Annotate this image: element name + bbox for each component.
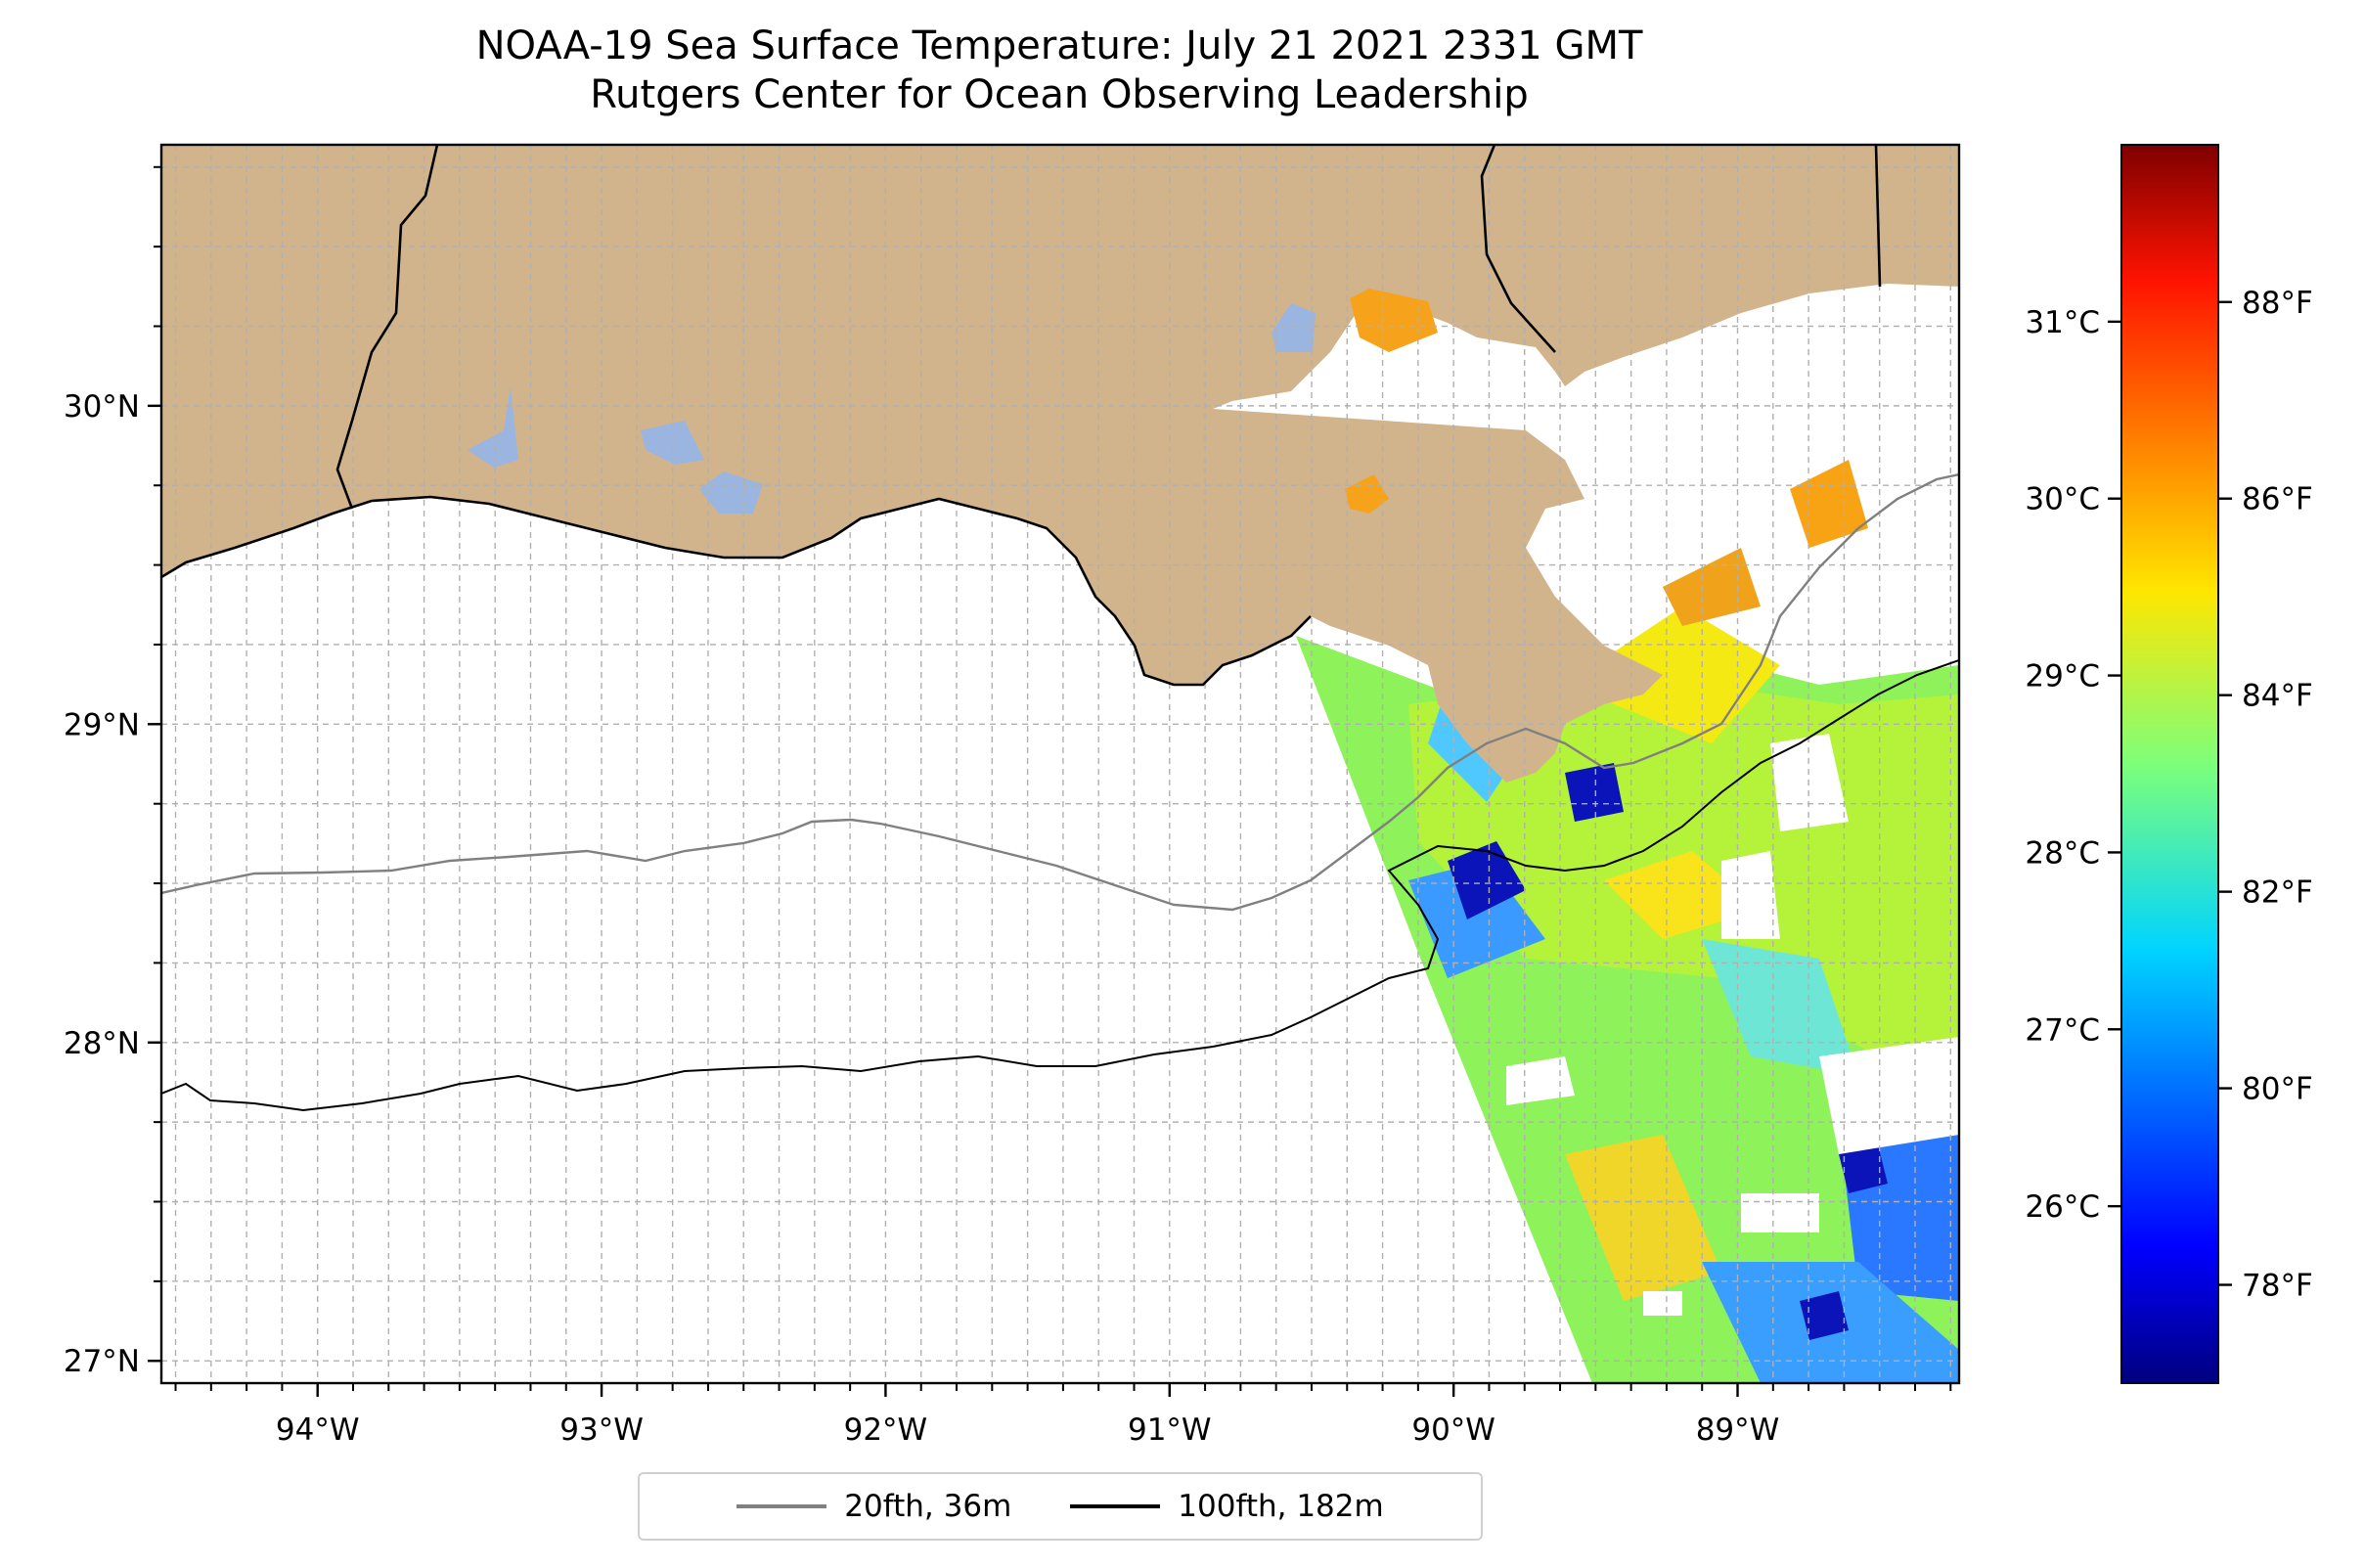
lake-4	[1272, 303, 1316, 352]
lon-tick-label: 89°W	[1696, 1412, 1780, 1448]
lake-5	[1350, 289, 1438, 352]
lake-3	[699, 471, 763, 514]
legend-entry-100fth: 100fth, 182m	[1070, 1489, 1384, 1524]
lat-tick-label: 28°N	[64, 1026, 140, 1061]
colorbar-c-label: 29°C	[2025, 659, 2100, 694]
lon-tick-label: 92°W	[844, 1412, 928, 1448]
state-border-3	[1874, 145, 1882, 288]
chart-title: NOAA-19 Sea Surface Temperature: July 21…	[159, 22, 1959, 119]
lat-tick-label: 29°N	[64, 707, 140, 742]
colorbar-f-label: 82°F	[2242, 875, 2313, 911]
legend-entry-20fth: 20fth, 36m	[736, 1489, 1011, 1524]
lon-tick-label: 94°W	[276, 1412, 360, 1448]
lon-tick-label: 93°W	[559, 1412, 644, 1448]
coastline	[161, 495, 1312, 687]
lake-1	[468, 386, 518, 468]
colorbar-c-label: 31°C	[2025, 305, 2100, 340]
isobath-20fth	[161, 472, 1959, 912]
lat-tick-label: 27°N	[64, 1344, 140, 1379]
map-frame	[159, 143, 1961, 1385]
colorbar-f-label: 78°F	[2242, 1269, 2313, 1304]
land-mass	[161, 145, 1959, 783]
state-border-1	[335, 145, 439, 510]
legend-label-100fth: 100fth, 182m	[1178, 1489, 1384, 1524]
colorbar-f-label: 86°F	[2242, 482, 2313, 517]
colorbar-c-label: 26°C	[2025, 1189, 2100, 1225]
lake-2	[641, 421, 704, 465]
isobath-100fth	[161, 659, 1959, 1112]
map-axes: 94°W 93°W 92°W 91°W 90°W 89°W 30°N 29°N 28°N 27°N	[64, 165, 1952, 1448]
gridlines	[161, 145, 1959, 1383]
colorbar-c-label: 28°C	[2025, 835, 2100, 871]
title-line-2: Rutgers Center for Ocean Observing Leade…	[590, 72, 1529, 117]
colorbar-f-label: 88°F	[2242, 286, 2313, 321]
lon-tick-label: 90°W	[1411, 1412, 1495, 1448]
colorbar-c-label: 27°C	[2025, 1012, 2100, 1048]
sst-swath	[1296, 460, 1959, 1383]
colorbar-c-label: 30°C	[2025, 482, 2100, 517]
title-line-1: NOAA-19 Sea Surface Temperature: July 21…	[475, 23, 1643, 68]
legend-swatch-100fth	[1070, 1504, 1161, 1508]
legend-swatch-20fth	[736, 1504, 827, 1508]
lon-tick-label: 91°W	[1128, 1412, 1212, 1448]
state-border-2	[1480, 145, 1556, 353]
colorbar-f-label: 80°F	[2242, 1072, 2313, 1107]
legend: 20fth, 36m 100fth, 182m	[638, 1472, 1483, 1541]
lat-tick-label: 30°N	[64, 389, 140, 425]
legend-label-20fth: 20fth, 36m	[844, 1489, 1012, 1524]
colorbar-f-label: 84°F	[2242, 679, 2313, 714]
lake-6	[1345, 474, 1389, 514]
colorbar-axes: 78°F 80°F 82°F 84°F 86°F 88°F 26°C 27°C 28°C 29°C…	[2025, 286, 2312, 1304]
colorbar	[2120, 144, 2219, 1384]
